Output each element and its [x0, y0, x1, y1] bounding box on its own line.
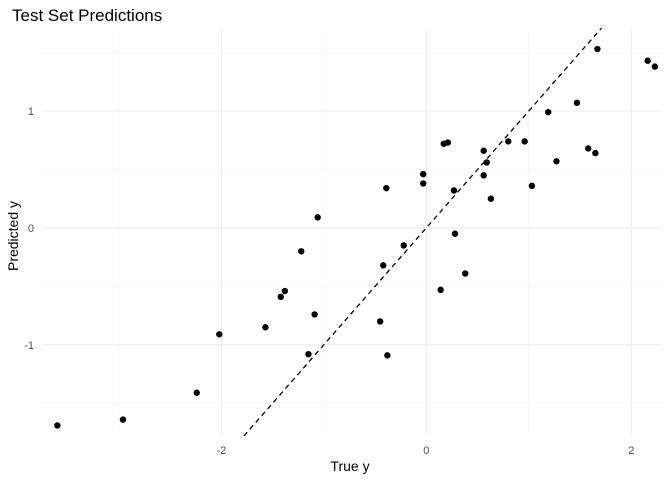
data-point — [54, 422, 61, 429]
data-point — [528, 182, 536, 190]
data-point — [420, 180, 427, 187]
data-point — [573, 99, 581, 107]
data-point — [420, 170, 427, 178]
data-point — [644, 57, 651, 64]
data-point — [651, 63, 659, 70]
y-tick-label: 1 — [28, 106, 34, 118]
data-point — [400, 242, 407, 249]
data-point — [216, 331, 223, 338]
y-tick-labels: -1 0 1 — [24, 106, 34, 352]
data-point — [553, 158, 560, 165]
x-tick-label: 2 — [628, 445, 634, 457]
data-point — [450, 187, 458, 194]
data-point — [462, 270, 469, 277]
data-point — [437, 286, 444, 294]
points-group — [54, 45, 659, 429]
data-point — [480, 172, 487, 179]
x-tick-labels: -2 0 2 — [216, 445, 634, 457]
grid — [42, 28, 662, 436]
identity-reference-line — [243, 27, 603, 437]
data-point — [487, 195, 495, 202]
y-tick-label: -1 — [24, 340, 34, 352]
data-point — [444, 139, 452, 146]
data-point — [384, 352, 391, 359]
data-point — [314, 214, 321, 221]
data-point — [592, 149, 599, 157]
x-tick-label: 0 — [423, 445, 429, 457]
data-point — [480, 147, 487, 154]
data-point — [451, 230, 459, 237]
data-point — [505, 138, 512, 145]
data-point — [305, 350, 312, 358]
data-point — [594, 45, 601, 53]
y-axis-title: Predicted y — [5, 201, 21, 271]
data-point — [281, 287, 289, 295]
data-point — [483, 159, 490, 166]
data-point — [383, 184, 390, 192]
data-point — [521, 138, 528, 145]
data-point — [376, 318, 384, 325]
data-point — [262, 324, 269, 331]
chart-title: Test Set Predictions — [12, 6, 162, 25]
data-point — [298, 248, 305, 255]
data-point — [311, 311, 318, 318]
data-point — [545, 108, 552, 116]
reference-line-group — [243, 27, 603, 437]
x-tick-label: -2 — [216, 445, 226, 457]
data-point — [119, 416, 127, 423]
data-point — [193, 389, 200, 396]
data-point — [277, 293, 284, 301]
data-point — [585, 145, 592, 152]
x-axis-title: True y — [330, 458, 369, 474]
data-point — [380, 262, 387, 269]
y-tick-label: 0 — [28, 223, 34, 235]
